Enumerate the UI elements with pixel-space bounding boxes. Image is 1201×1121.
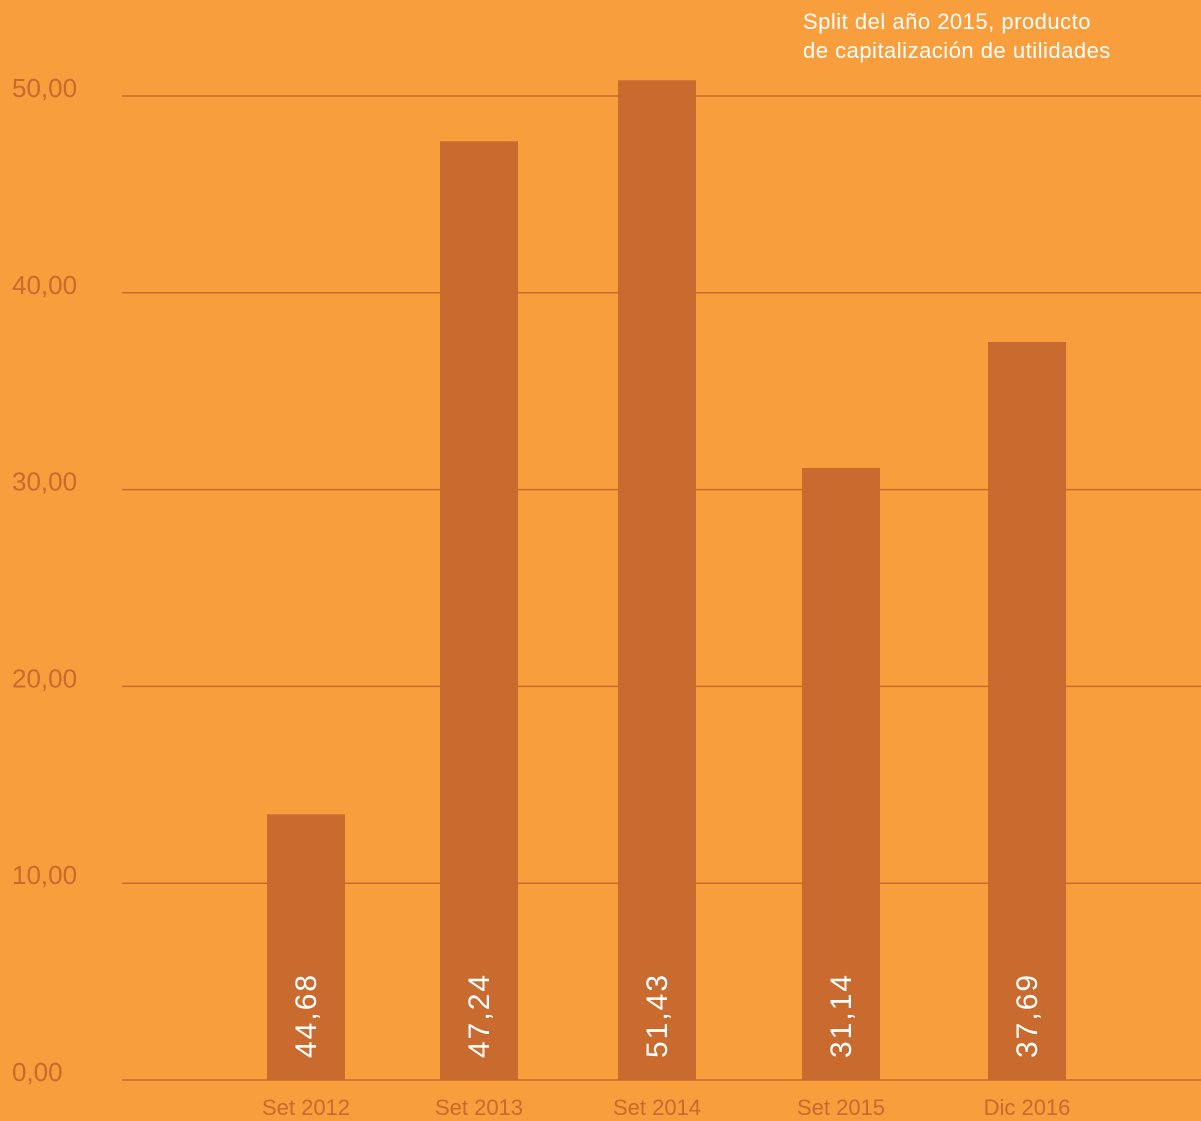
x-tick-label: Set 2014 — [613, 1095, 701, 1120]
bars — [267, 80, 1066, 1081]
x-tick-label: Set 2013 — [435, 1095, 523, 1120]
data-label: 47,24 — [463, 973, 496, 1058]
y-tick-label: 40,00 — [12, 270, 77, 300]
data-labels: 44,68 47,24 51,43 31,14 37,69 — [290, 973, 1044, 1058]
x-tick-label: Dic 2016 — [984, 1095, 1071, 1120]
bar-dic-2016 — [988, 342, 1066, 1080]
y-tick-label: 0,00 — [12, 1057, 63, 1087]
bar-set-2015 — [802, 467, 880, 1080]
y-tick-label: 50,00 — [12, 73, 77, 103]
data-label: 44,68 — [290, 973, 323, 1058]
bar-set-2012 — [267, 814, 345, 1080]
x-tick-label: Set 2012 — [262, 1095, 350, 1120]
data-label: 37,69 — [1011, 973, 1044, 1058]
y-tick-label: 30,00 — [12, 467, 77, 497]
x-axis-ticks: Set 2012 Set 2013 Set 2014 Set 2015 Dic 2016 — [262, 1095, 1070, 1120]
data-label: 31,14 — [825, 973, 858, 1058]
x-tick-label: Set 2015 — [797, 1095, 885, 1120]
annotation-line-1: Split del año 2015, producto — [803, 9, 1091, 34]
bar-set-2013 — [440, 141, 518, 1081]
annotation-line-2: de capitalización de utilidades — [803, 38, 1111, 63]
data-label: 51,43 — [641, 973, 674, 1058]
y-axis-ticks: 0,00 10,00 20,00 30,00 40,00 50,00 — [12, 73, 77, 1087]
bar-set-2014 — [618, 80, 696, 1081]
y-tick-label: 20,00 — [12, 663, 77, 693]
y-tick-label: 10,00 — [12, 860, 77, 890]
